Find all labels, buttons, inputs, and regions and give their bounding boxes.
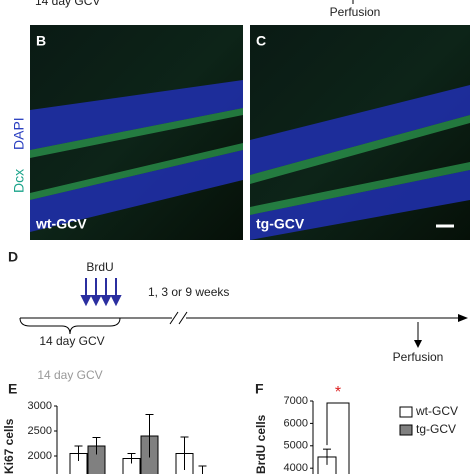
panel-letter: D (8, 249, 18, 265)
brace (19, 317, 121, 335)
pulse-label: BrdU (86, 260, 113, 274)
break (169, 311, 179, 325)
arrow-head (414, 340, 422, 348)
annotation: * (335, 384, 341, 401)
legend-label: tg-GCV (416, 422, 456, 436)
perfusion-label: Perfusion (330, 5, 381, 19)
interval-label: 1, 3 or 9 weeks (148, 285, 229, 299)
micrograph (30, 25, 243, 240)
stain-label: Dcx (11, 169, 27, 193)
y-tick-label: 2500 (28, 425, 52, 437)
y-tick-label: 5000 (284, 440, 308, 452)
gcv-label: 14 day GCV (39, 334, 104, 348)
group-label: tg-GCV (256, 216, 305, 232)
y-tick-label: 7000 (284, 395, 308, 407)
y-tick-label: 4000 (284, 462, 308, 474)
panel-letter: B (36, 33, 46, 49)
arrow-head (458, 314, 468, 322)
legend-swatch (399, 406, 413, 418)
panel-letter: F (255, 381, 264, 397)
y-axis-label: Ki67 cells (2, 418, 16, 474)
y-axis-label: BrdU cells (254, 414, 268, 474)
y-tick-label: 6000 (284, 417, 308, 429)
perfusion-label: Perfusion (393, 350, 444, 364)
y-tick-label: 2000 (28, 450, 52, 462)
overlap-label: 14 day GCV (37, 368, 102, 382)
significance-bracket (326, 402, 350, 474)
y-tick-label: 3000 (28, 400, 52, 412)
break (178, 311, 188, 325)
group-label: wt-GCV (35, 216, 87, 232)
stain-label: DAPI (11, 117, 27, 150)
micrograph (250, 25, 470, 240)
gcv-label: 14 day GCV (35, 0, 100, 8)
legend-label: wt-GCV (415, 404, 458, 418)
panel-letter: C (256, 33, 266, 49)
brdu-arrows (80, 278, 122, 307)
legend-swatch (399, 424, 413, 436)
panel-letter: E (8, 381, 17, 397)
